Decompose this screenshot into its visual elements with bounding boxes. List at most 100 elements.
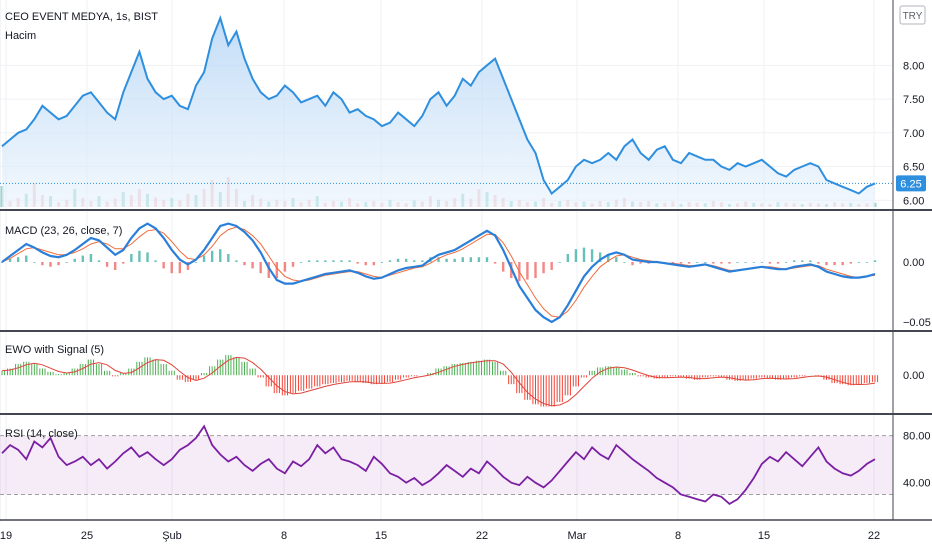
macd-hist-bar xyxy=(623,262,626,263)
macd-hist-bar xyxy=(849,262,852,264)
macd-hist-bar xyxy=(146,252,149,262)
x-tick-label: 15 xyxy=(758,530,770,542)
macd-hist-bar xyxy=(170,262,173,274)
macd-hist-bar xyxy=(41,262,44,266)
macd-hist-bar xyxy=(801,260,804,262)
macd-hist-bar xyxy=(275,262,279,278)
x-tick-label: 22 xyxy=(476,530,488,542)
macd-hist-bar xyxy=(558,262,561,263)
macd-hist-bar xyxy=(113,262,117,270)
macd-hist-bar xyxy=(267,262,270,278)
macd-hist-bar xyxy=(89,254,93,262)
macd-hist-bar xyxy=(307,260,311,262)
x-tick-label: 8 xyxy=(281,530,287,542)
macd-hist-bar xyxy=(550,262,553,270)
x-axis-labels: 19 25 Şub 8 15 22 Mar 8 15 22 xyxy=(0,530,880,542)
macd-hist-bar xyxy=(817,262,820,264)
price-tick-label: 7.50 xyxy=(903,94,924,106)
macd-hist-bar xyxy=(841,262,844,266)
macd-hist-bar xyxy=(534,262,537,278)
macd-hist-bar xyxy=(65,262,68,263)
symbol-title: CEO EVENT MEDYA, 1s, BIST xyxy=(5,11,158,23)
macd-hist-bar xyxy=(526,262,529,280)
macd-hist-bar xyxy=(809,260,812,262)
currency-button[interactable]: TRY xyxy=(899,5,926,25)
x-tick-label: 25 xyxy=(81,530,93,542)
macd-hist-bar xyxy=(235,260,238,262)
macd-hist-bar xyxy=(404,258,408,262)
macd-hist-bar xyxy=(178,262,182,274)
macd-histogram xyxy=(0,247,877,282)
last-price-badge xyxy=(896,175,926,192)
price-area xyxy=(2,18,875,207)
macd-hist-bar xyxy=(380,262,384,263)
last-price-label: 6.25 xyxy=(900,178,921,190)
macd-hist-bar xyxy=(679,262,683,264)
macd-hist-bar xyxy=(0,262,4,263)
macd-hist-bar xyxy=(332,260,335,262)
macd-hist-bar xyxy=(348,260,351,262)
macd-hist-bar xyxy=(477,257,481,262)
macd-hist-bar xyxy=(105,262,109,267)
macd-hist-bar xyxy=(421,260,424,262)
macd-hist-bar xyxy=(857,262,861,263)
x-tick-label: 15 xyxy=(375,530,387,542)
macd-hist-bar xyxy=(574,249,578,262)
x-tick-label: Şub xyxy=(162,530,182,542)
macd-hist-bar xyxy=(291,262,295,267)
rsi-line xyxy=(1,424,876,506)
macd-hist-bar xyxy=(283,262,287,272)
macd-hist-bar xyxy=(695,262,699,263)
macd-hist-bar xyxy=(728,262,731,264)
macd-line xyxy=(1,222,876,324)
macd-hist-bar xyxy=(768,262,772,264)
price-y-ticks: 8.00 7.50 7.00 6.50 6.00 xyxy=(903,60,924,207)
macd-hist-bar xyxy=(607,254,610,262)
macd-hist-bar xyxy=(162,262,165,269)
macd-tick-label: −0.05 xyxy=(903,317,931,329)
macd-hist-bar xyxy=(210,250,214,262)
macd-hist-bar xyxy=(744,262,747,263)
macd-hist-bar xyxy=(219,249,222,262)
macd-hist-bar xyxy=(49,262,52,267)
macd-hist-bar xyxy=(356,262,359,264)
macd-hist-bar xyxy=(784,262,788,263)
macd-hist-bar xyxy=(251,262,254,269)
macd-hist-bar xyxy=(324,260,327,262)
macd-hist-bar xyxy=(776,262,780,264)
macd-hist-bar xyxy=(792,260,796,262)
price-tick-label: 8.00 xyxy=(903,60,924,72)
macd-hist-bar xyxy=(833,262,836,266)
macd-hist-bar xyxy=(340,260,343,262)
macd-hist-bar xyxy=(760,262,764,263)
volume-label: Hacim xyxy=(5,30,36,42)
macd-hist-bar xyxy=(542,262,545,274)
macd-hist-bar xyxy=(388,260,392,262)
macd-hist-bar xyxy=(130,254,133,262)
macd-hist-bar xyxy=(316,260,319,262)
rsi-tick-label: 80.00 xyxy=(903,431,931,443)
macd-hist-bar xyxy=(16,257,20,262)
x-tick-label: 8 xyxy=(675,530,681,542)
macd-tick-label: 0.00 xyxy=(903,257,924,269)
macd-hist-bar xyxy=(485,257,489,262)
macd-hist-bar xyxy=(202,255,206,262)
x-tick-label: 19 xyxy=(0,530,12,542)
x-tick-label: 22 xyxy=(868,530,880,542)
macd-signal-line xyxy=(1,226,876,318)
macd-hist-bar xyxy=(372,262,376,266)
x-tick-label: Mar xyxy=(568,530,587,542)
macd-hist-bar xyxy=(453,258,456,262)
rsi-tick-label: 40.00 xyxy=(903,478,931,490)
macd-hist-bar xyxy=(33,262,36,263)
macd-hist-bar xyxy=(8,258,12,262)
macd-hist-bar xyxy=(631,262,634,266)
price-line xyxy=(1,15,876,196)
macd-hist-bar xyxy=(493,262,497,264)
price-tick-label: 6.50 xyxy=(903,162,924,174)
macd-hist-bar xyxy=(873,260,877,262)
macd-title: MACD (23, 26, close, 7) xyxy=(5,225,122,237)
macd-hist-bar xyxy=(720,262,723,264)
macd-hist-bar xyxy=(243,262,246,266)
